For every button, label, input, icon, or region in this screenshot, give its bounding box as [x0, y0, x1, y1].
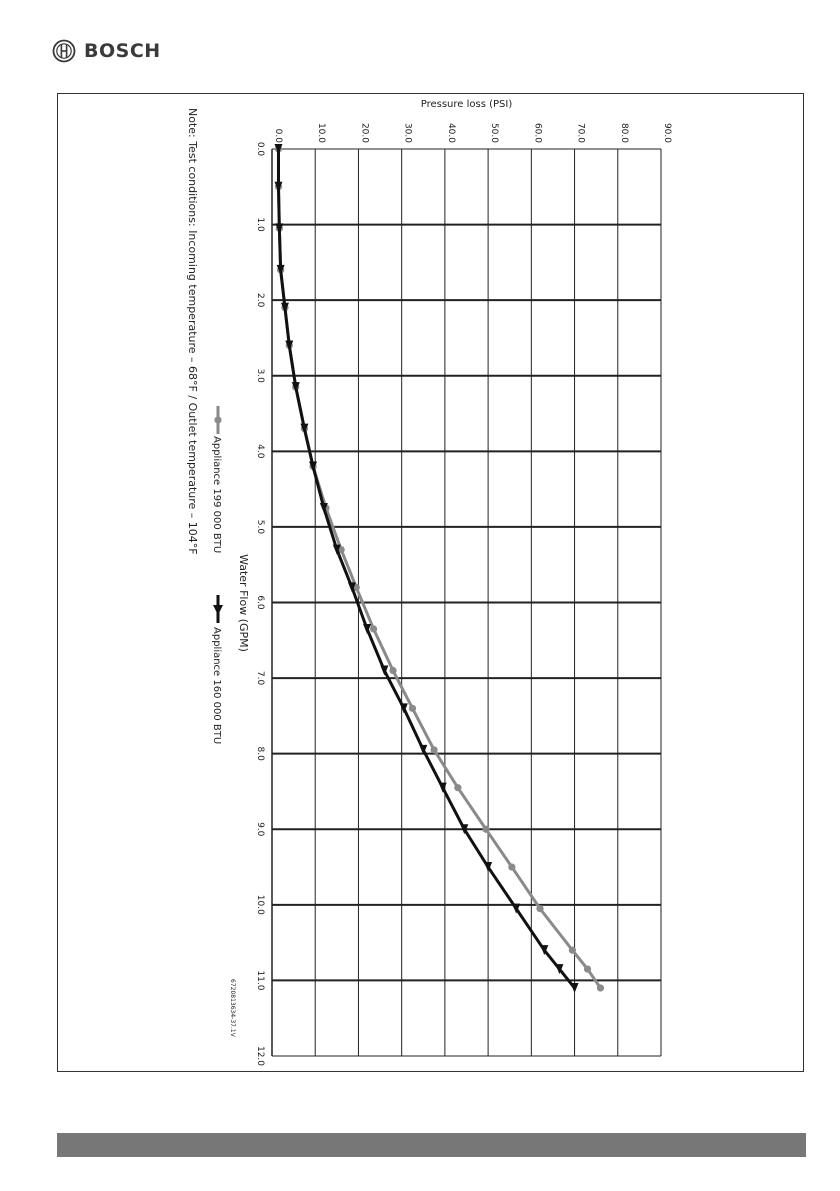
- brand-name: BOSCH: [84, 40, 161, 62]
- x-tick-label: 3.0: [255, 369, 265, 384]
- chart-frame: 0.0 10.0 20.0 30.0 40.0 50.0 60.0 70.0 80.0 90.0 0…: [57, 93, 804, 1072]
- y-tick-label: 30.0: [403, 123, 413, 143]
- data-point-199: [369, 625, 378, 633]
- x-tick-label: 10.0: [255, 895, 265, 915]
- legend-entry-160: Appliance 160 000 BTU: [211, 595, 223, 744]
- data-point-160: [419, 744, 428, 755]
- data-point-160: [460, 824, 469, 835]
- legend-label-160: Appliance 160 000 BTU: [211, 627, 222, 744]
- data-point-199: [536, 905, 544, 913]
- x-tick-label: 9.0: [255, 822, 265, 837]
- legend-marker-199: [214, 416, 222, 424]
- data-point-199: [408, 704, 417, 712]
- x-tick-label: 12.0: [255, 1046, 265, 1066]
- data-point-160: [363, 623, 372, 634]
- data-point-160: [438, 782, 447, 793]
- data-point-160: [274, 181, 283, 192]
- figure-id: 6720813634-37.1V: [229, 979, 236, 1038]
- x-tick-label: 1.0: [255, 217, 265, 232]
- data-point-160: [280, 302, 289, 313]
- x-tick-label: 8.0: [255, 747, 265, 762]
- data-point-160: [319, 503, 328, 514]
- y-tick-label: 50.0: [489, 123, 499, 143]
- footer-bar: [57, 1133, 806, 1157]
- y-axis-title: Pressure loss (PSI): [421, 99, 513, 110]
- bosch-armature-logo-icon: [52, 39, 76, 63]
- bosch-logo: BOSCH: [52, 36, 161, 66]
- y-tick-label: 90.0: [662, 123, 672, 143]
- data-point-160: [380, 665, 389, 676]
- test-conditions-note: Note: Test conditions: Incoming temperat…: [186, 108, 199, 555]
- data-point-160: [291, 382, 300, 393]
- y-tick-label: 60.0: [532, 123, 542, 143]
- x-tick-label: 11.0: [255, 970, 265, 990]
- data-point-160: [300, 423, 309, 434]
- data-point-160: [332, 544, 341, 555]
- y-tick-label: 10.0: [316, 123, 326, 143]
- y-tick-label: 40.0: [446, 123, 456, 143]
- chart-grid: [271, 148, 662, 1057]
- data-point-160: [285, 340, 294, 351]
- data-point-160: [512, 903, 521, 914]
- data-point-199: [454, 784, 462, 792]
- y-tick-label: 70.0: [576, 123, 586, 143]
- data-point-160: [276, 264, 285, 275]
- data-point-160: [275, 223, 284, 234]
- data-point-199: [389, 666, 397, 675]
- data-point-199: [596, 984, 605, 992]
- chart-tick-labels: 0.0 10.0 20.0 30.0 40.0 50.0 60.0 70.0 80.0 90.0 0…: [255, 123, 672, 1066]
- x-axis-title: Water Flow (GPM): [237, 554, 250, 652]
- x-tick-label: 7.0: [255, 671, 265, 686]
- data-point-199: [508, 863, 516, 871]
- data-point-160: [274, 144, 283, 154]
- data-point-160: [484, 862, 493, 873]
- data-point-160: [570, 982, 579, 993]
- y-tick-label: 0.0: [273, 129, 283, 144]
- x-tick-label: 5.0: [255, 520, 265, 535]
- series-line-1: [276, 149, 576, 989]
- x-tick-label: 6.0: [255, 595, 265, 610]
- data-point-199: [430, 746, 438, 754]
- x-tick-label: 0.0: [255, 142, 265, 157]
- data-point-160: [399, 703, 408, 714]
- pressure-loss-chart: 0.0 10.0 20.0 30.0 40.0 50.0 60.0 70.0 80.0 90.0 0…: [186, 99, 672, 1066]
- data-point-160: [347, 582, 356, 593]
- x-tick-label: 2.0: [255, 293, 265, 308]
- data-point-199: [482, 825, 490, 833]
- legend-marker-160: [213, 605, 223, 615]
- data-point-199: [583, 965, 592, 973]
- y-tick-label: 20.0: [359, 123, 369, 143]
- y-tick-label: 80.0: [619, 123, 629, 143]
- series-line-0: [276, 149, 602, 989]
- legend-entry-199: Appliance 199 000 BTU: [211, 406, 222, 553]
- data-point-199: [568, 946, 576, 954]
- chart-legend: Appliance 199 000 BTU Appliance 160 000 …: [211, 406, 223, 744]
- data-point-160: [555, 964, 564, 975]
- chart-series: [274, 144, 605, 993]
- x-tick-label: 4.0: [255, 444, 265, 459]
- data-point-160: [540, 945, 549, 956]
- legend-label-199: Appliance 199 000 BTU: [211, 436, 222, 553]
- data-point-160: [309, 461, 318, 472]
